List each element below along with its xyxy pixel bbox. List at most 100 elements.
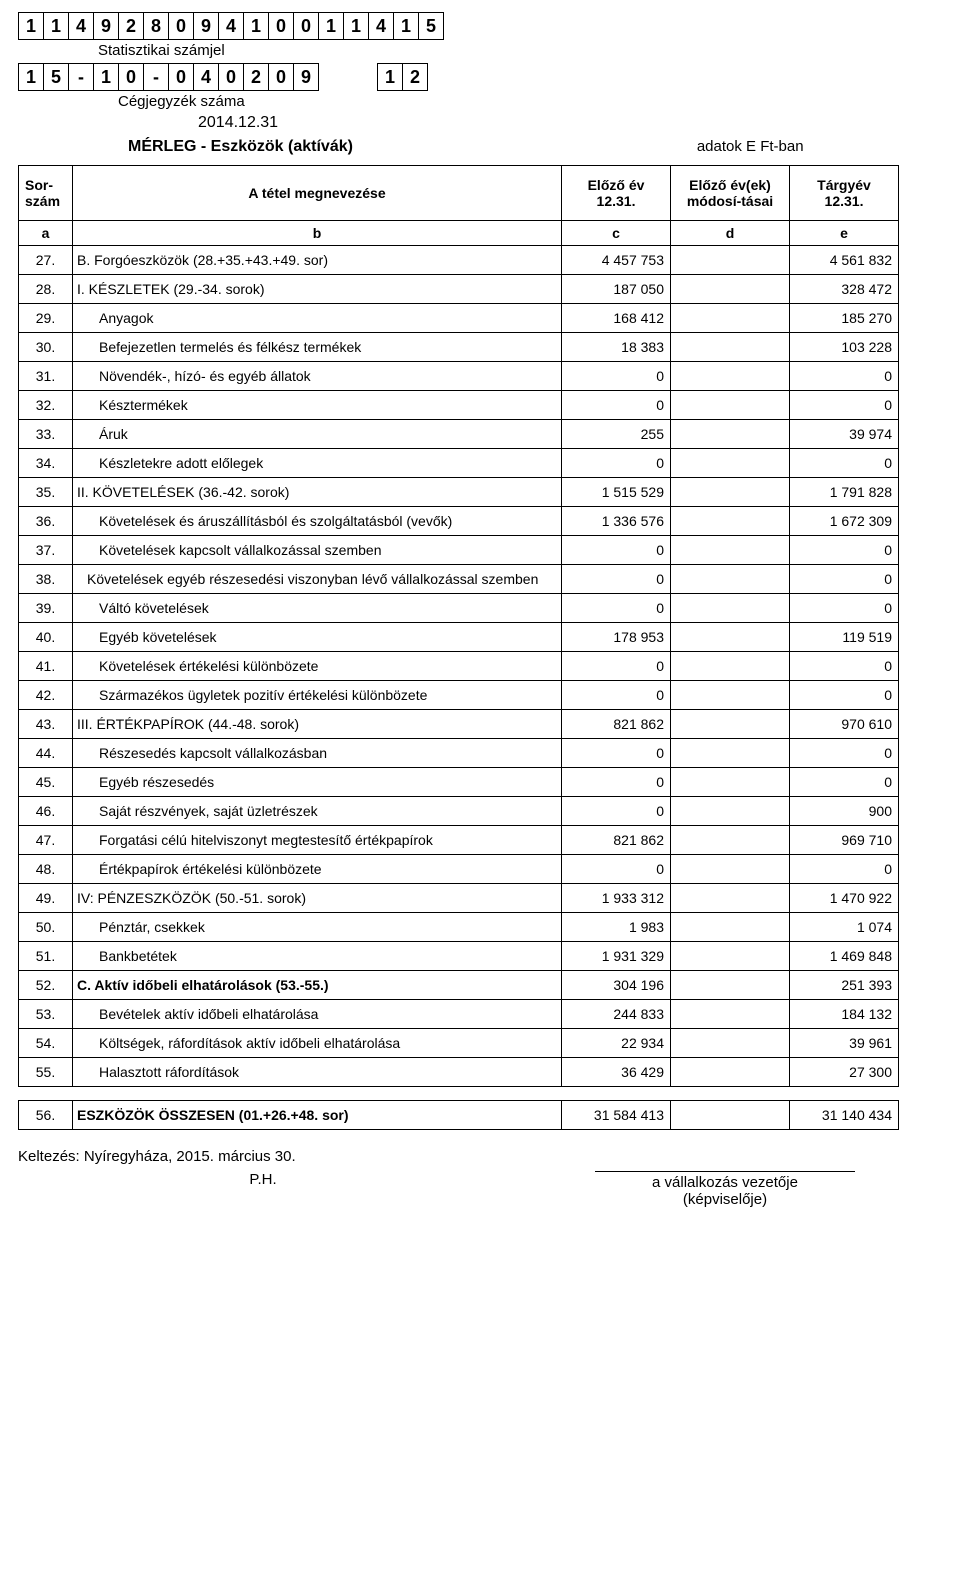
table-cell: 821 862 <box>561 709 671 739</box>
table-row: 28.I. KÉSZLETEK (29.-34. sorok)187 05032… <box>18 275 942 304</box>
table-cell: 1 336 576 <box>561 506 671 536</box>
table-cell <box>670 1028 790 1058</box>
table-cell <box>670 709 790 739</box>
table-cell: 0 <box>561 390 671 420</box>
table-cell: 1 469 848 <box>789 941 899 971</box>
table-cell: 0 <box>789 593 899 623</box>
table-row: 35.II. KÖVETELÉSEK (36.-42. sorok)1 515 … <box>18 478 942 507</box>
table-row: 39.Váltó követelések00 <box>18 594 942 623</box>
table-cell: 31. <box>18 361 73 391</box>
table-cell: 39 974 <box>789 419 899 449</box>
code-digit: 0 <box>118 63 144 91</box>
table-cell: Bevételek aktív időbeli elhatárolása <box>72 999 562 1029</box>
table-cell: 0 <box>561 564 671 594</box>
col-label-a: a <box>18 220 73 246</box>
table-cell <box>670 332 790 362</box>
table-cell: 900 <box>789 796 899 826</box>
table-cell: 27. <box>18 245 73 275</box>
table-cell: Részesedés kapcsolt vállalkozásban <box>72 738 562 768</box>
table-cell: 53. <box>18 999 73 1029</box>
table-cell: I. KÉSZLETEK (29.-34. sorok) <box>72 274 562 304</box>
table-row: 30.Befejezetlen termelés és félkész term… <box>18 333 942 362</box>
table-cell: 47. <box>18 825 73 855</box>
code-digit: 0 <box>168 12 194 40</box>
table-cell: Készletekre adott előlegek <box>72 448 562 478</box>
code-digit: 0 <box>268 12 294 40</box>
table-cell <box>670 419 790 449</box>
table-cell: Áruk <box>72 419 562 449</box>
table-cell: 0 <box>561 796 671 826</box>
table-row: 54.Költségek, ráfordítások aktív időbeli… <box>18 1029 942 1058</box>
table-cell: 37. <box>18 535 73 565</box>
table-cell: 39. <box>18 593 73 623</box>
table-row: 48.Értékpapírok értékelési különbözete00 <box>18 855 942 884</box>
table-cell <box>670 448 790 478</box>
table-cell: 50. <box>18 912 73 942</box>
table-cell: 52. <box>18 970 73 1000</box>
table-row: 53.Bevételek aktív időbeli elhatárolása2… <box>18 1000 942 1029</box>
table-cell: III. ÉRTÉKPAPÍROK (44.-48. sorok) <box>72 709 562 739</box>
table-cell: Halasztott ráfordítások <box>72 1057 562 1087</box>
table-cell: 178 953 <box>561 622 671 652</box>
table-cell <box>670 303 790 333</box>
table-cell: 0 <box>789 767 899 797</box>
table-cell: 119 519 <box>789 622 899 652</box>
table-row: 52.C. Aktív időbeli elhatárolások (53.-5… <box>18 971 942 1000</box>
table-row: 55.Halasztott ráfordítások36 42927 300 <box>18 1058 942 1087</box>
report-title: MÉRLEG - Eszközök (aktívák) <box>128 138 353 156</box>
table-cell: 0 <box>789 651 899 681</box>
table-cell: 36 429 <box>561 1057 671 1087</box>
table-cell <box>670 651 790 681</box>
table-row: 41.Követelések értékelési különbözete00 <box>18 652 942 681</box>
table-cell: Forgatási célú hitelviszonyt megtestesít… <box>72 825 562 855</box>
code-digit: 1 <box>43 12 69 40</box>
code-digit: 2 <box>402 63 428 91</box>
col-head-elozo: Előző év 12.31. <box>561 165 671 221</box>
col-label-d: d <box>670 220 790 246</box>
table-cell <box>670 883 790 913</box>
table-cell: 0 <box>561 680 671 710</box>
total-b: ESZKÖZÖK ÖSSZESEN (01.+26.+48. sor) <box>72 1100 562 1130</box>
table-cell: Költségek, ráfordítások aktív időbeli el… <box>72 1028 562 1058</box>
code-digit: 0 <box>268 63 294 91</box>
table-cell: 0 <box>789 448 899 478</box>
signature-line <box>595 1171 855 1172</box>
table-cell: 0 <box>789 738 899 768</box>
table-cell <box>670 999 790 1029</box>
table-cell: 304 196 <box>561 970 671 1000</box>
footer-date: Keltezés: Nyíregyháza, 2015. március 30. <box>18 1148 942 1165</box>
table-row: 47.Forgatási célú hitelviszonyt megteste… <box>18 826 942 855</box>
table-row: 51.Bankbetétek1 931 3291 469 848 <box>18 942 942 971</box>
table-cell <box>670 622 790 652</box>
table-cell: 103 228 <box>789 332 899 362</box>
table-cell <box>670 535 790 565</box>
signature-label-1: a vállalkozás vezetője <box>508 1174 942 1191</box>
col-label-row: a b c d e <box>18 220 942 246</box>
col-head-megnev: A tétel megnevezése <box>72 165 562 221</box>
table-cell <box>670 593 790 623</box>
table-header-row: Sor- szám A tétel megnevezése Előző év 1… <box>18 165 942 221</box>
table-cell: 0 <box>561 593 671 623</box>
table-cell: Követelések értékelési különbözete <box>72 651 562 681</box>
total-e: 31 140 434 <box>789 1100 899 1130</box>
table-cell <box>670 941 790 971</box>
table-cell: 0 <box>561 854 671 884</box>
table-row: 33.Áruk25539 974 <box>18 420 942 449</box>
spacer-row <box>18 1087 942 1101</box>
table-cell: 1 672 309 <box>789 506 899 536</box>
table-row: 29.Anyagok168 412185 270 <box>18 304 942 333</box>
table-cell: 43. <box>18 709 73 739</box>
table-cell: II. KÖVETELÉSEK (36.-42. sorok) <box>72 477 562 507</box>
code-digit: 5 <box>418 12 444 40</box>
table-cell: 42. <box>18 680 73 710</box>
code-digit: 1 <box>93 63 119 91</box>
table-cell: 969 710 <box>789 825 899 855</box>
code-digit: 0 <box>293 12 319 40</box>
table-row: 45.Egyéb részesedés00 <box>18 768 942 797</box>
table-cell: 33. <box>18 419 73 449</box>
table-cell: 0 <box>789 390 899 420</box>
code-digit: 4 <box>68 12 94 40</box>
table-cell: 184 132 <box>789 999 899 1029</box>
table-cell: 1 515 529 <box>561 477 671 507</box>
table-cell: 0 <box>789 680 899 710</box>
